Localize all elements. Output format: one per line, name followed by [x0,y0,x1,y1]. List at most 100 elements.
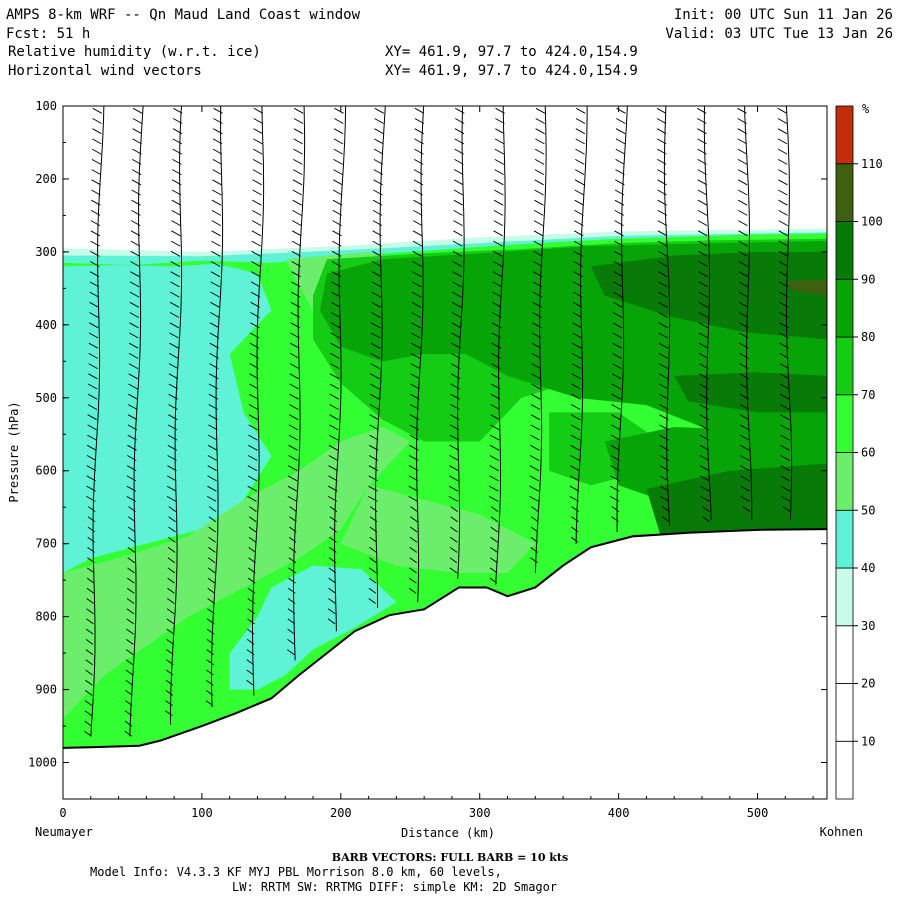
barb-tick [408,465,419,472]
barb-tick [207,577,216,584]
barb-tick [493,199,504,206]
barb-tick [657,250,668,257]
barb-tick [662,516,670,523]
barb-tick [88,322,99,329]
barb-tick [208,526,216,533]
barb-tick [89,271,100,278]
barb-tick [211,199,222,206]
barb-tick [778,169,788,175]
barb-tick [248,567,256,574]
colorbar-label: 110 [861,157,883,171]
barb-tick [572,301,583,308]
barb-tick [739,404,750,410]
barb-tick [251,250,261,257]
barb-tick [699,424,710,431]
barb-tick [778,210,788,216]
rh-region-3 [340,485,536,573]
barb-tick [288,455,298,461]
barb-tick [613,250,624,257]
barb-tick [250,312,260,318]
barb-tick [529,455,540,461]
barb-column-17 [777,106,793,521]
barb-tick [369,434,379,441]
barb-tick [740,465,750,472]
barb-tick [611,516,619,523]
barb-tick [531,363,541,369]
barb-tick [659,465,670,472]
barb-tick [740,496,750,502]
barb-tick [409,414,420,421]
barb-tick [247,598,256,604]
barb-tick [251,230,262,237]
barb-tick [88,332,99,339]
barb-tick [293,107,304,114]
barb-tick [126,496,136,502]
barb-tick [330,312,341,318]
barb-tick [87,404,98,410]
barb-tick [168,506,177,512]
barb-tick [91,148,102,155]
rh-fill-layer [63,228,827,799]
barb-tick [738,312,749,318]
barb-tick [530,526,539,533]
barb-tick [213,107,223,114]
barb-column-5 [287,106,306,661]
field2-label: Horizontal wind vectors [8,63,202,79]
barb-tick [455,107,465,114]
barb-tick [414,107,425,114]
barb-tick [534,148,545,155]
barb-tick [127,444,137,451]
barb-tick [172,138,183,145]
barb-tick [411,312,421,318]
barb-tick [575,138,585,145]
barb-tick [369,393,380,400]
barb-tick [287,639,295,645]
barb-tick [408,587,417,594]
barb-tick [698,250,708,257]
barb-tick [288,577,296,584]
barb-tick [252,148,263,155]
barb-column-7 [368,106,386,608]
barb-tick [129,281,140,288]
barb-tick [287,475,298,482]
barb-tick [167,577,175,584]
barb-tick [408,475,419,482]
barb-tick [207,465,217,472]
barb-tick [659,414,669,421]
barb-tick [90,261,100,267]
barb-tick [124,720,133,727]
barb-tick [610,455,620,461]
barb-tick [495,107,505,114]
barb-tick [412,250,422,257]
barb-tick [91,189,101,196]
barb-tick [370,373,380,380]
barb-tick [131,199,141,206]
barb-tick [126,608,135,615]
barb-tick [89,312,99,318]
barb-tick [84,730,92,737]
barb-tick [738,261,749,267]
barb-tick [206,649,214,655]
barb-tick [207,434,218,441]
barb-tick [92,107,103,114]
barb-tick [489,475,499,482]
barb-tick [449,475,459,482]
colorbar-unit: % [862,102,870,116]
barb-tick [571,526,579,533]
barb-tick [450,383,461,390]
barb-tick [530,414,541,421]
colorbar-label: 10 [861,734,875,748]
barb-tick [249,353,260,359]
rh-region-0 [63,263,272,573]
barb-tick [699,383,709,390]
barb-tick [327,496,338,502]
barb-tick [168,393,178,400]
barb-tick [328,465,338,472]
barb-tick [167,455,177,461]
barb-tick [454,169,464,175]
barb-tick [488,496,499,502]
colorbar-label: 100 [861,215,883,229]
barb-tick [777,107,788,114]
barb-tick [491,322,502,329]
barb-tick [290,301,301,308]
